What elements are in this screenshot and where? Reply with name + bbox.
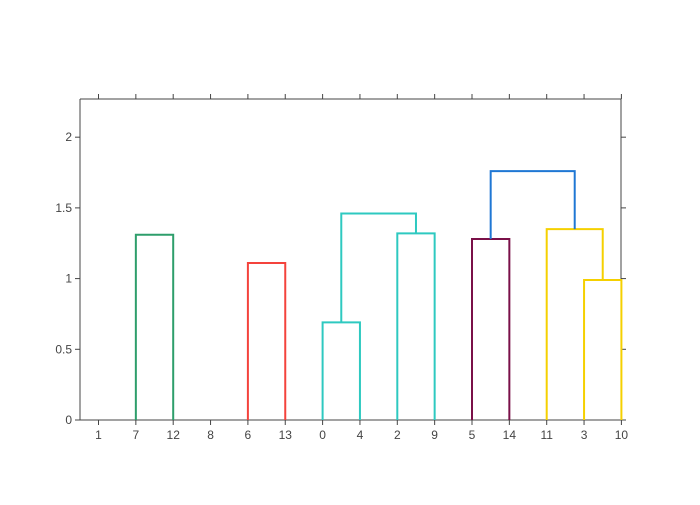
x-tick-label-1: 1 <box>95 428 102 442</box>
dendrogram-link-9 <box>583 279 623 420</box>
x-tick-label-2: 2 <box>394 428 401 442</box>
x-tick-label-10: 10 <box>615 428 629 442</box>
x-tick-label-6: 6 <box>245 428 252 442</box>
dendrogram-link-11 <box>489 170 576 239</box>
x-tick-label-11: 11 <box>540 428 553 442</box>
x-tick-label-9: 9 <box>431 428 438 442</box>
y-tick-label-2: 1 <box>65 272 72 286</box>
x-tick-label-12: 12 <box>167 428 181 442</box>
dendrogram-link-10 <box>545 228 604 420</box>
y-tick-label-4: 2 <box>65 130 72 144</box>
x-tick-label-13: 13 <box>279 428 293 442</box>
dendrogram-link-4 <box>321 321 361 420</box>
x-tick-label-14: 14 <box>503 428 517 442</box>
x-tick-label-8: 8 <box>207 428 214 442</box>
dendrogram-link-6 <box>340 212 417 323</box>
x-tick-label-7: 7 <box>133 428 140 442</box>
y-tick-label-0: 0 <box>65 413 72 427</box>
x-tick-label-3: 3 <box>581 428 588 442</box>
x-tick-label-0: 0 <box>319 428 326 442</box>
dendrogram-link-3 <box>246 262 287 420</box>
dendrogram-link-5 <box>396 232 436 420</box>
x-tick-label-4: 4 <box>357 428 364 442</box>
x-tick-label-5: 5 <box>469 428 476 442</box>
y-tick-label-1: 0.5 <box>55 342 72 356</box>
dendrogram-link-1 <box>134 233 175 420</box>
y-tick-label-3: 1.5 <box>55 201 72 215</box>
dendrogram-link-8 <box>471 237 511 420</box>
